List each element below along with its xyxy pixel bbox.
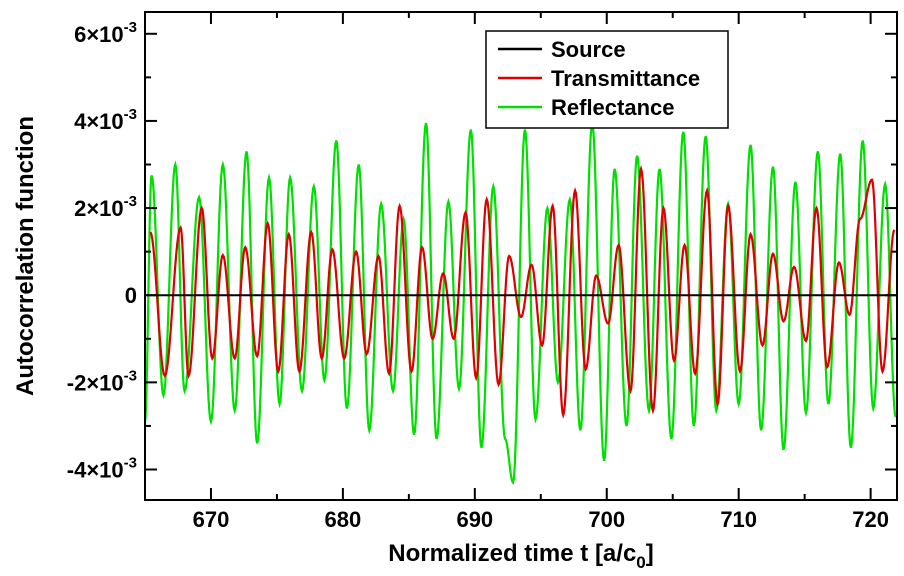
series-line-transmittance	[149, 164, 896, 419]
y-tick-label: -2×10-3	[67, 367, 137, 395]
x-tick-label: 690	[456, 507, 493, 532]
y-tick-label: 6×10-3	[74, 19, 137, 47]
legend: Source Transmittance Reflectance	[485, 30, 729, 129]
x-ticks: 670 680 690 700 710 720	[144, 12, 889, 532]
x-tick-label: 700	[588, 507, 625, 532]
legend-label-transmittance: Transmittance	[551, 66, 700, 91]
x-tick-label: 680	[325, 507, 362, 532]
y-tick-label: 4×10-3	[74, 106, 137, 134]
plot-frame	[144, 11, 898, 501]
x-tick-label: 670	[193, 507, 230, 532]
y-tick-label: -4×10-3	[67, 455, 137, 483]
legend-label-reflectance: Reflectance	[551, 95, 675, 120]
x-tick-label: 720	[852, 507, 889, 532]
series-line-reflectance	[145, 122, 897, 485]
x-tick-label: 710	[720, 507, 757, 532]
legend-label-source: Source	[551, 37, 626, 62]
y-tick-label: 0	[125, 283, 137, 308]
y-ticks: -4×10-3 -2×10-3 0 2×10-3 4×10-3 6×10-3	[67, 19, 897, 483]
plot-series-group	[145, 122, 897, 485]
y-axis-label: Autocorrelation function	[12, 116, 39, 396]
x-axis-label: Normalized time t [a/c0]	[388, 540, 654, 572]
y-tick-label: 2×10-3	[74, 193, 137, 221]
legend-box	[485, 30, 729, 129]
